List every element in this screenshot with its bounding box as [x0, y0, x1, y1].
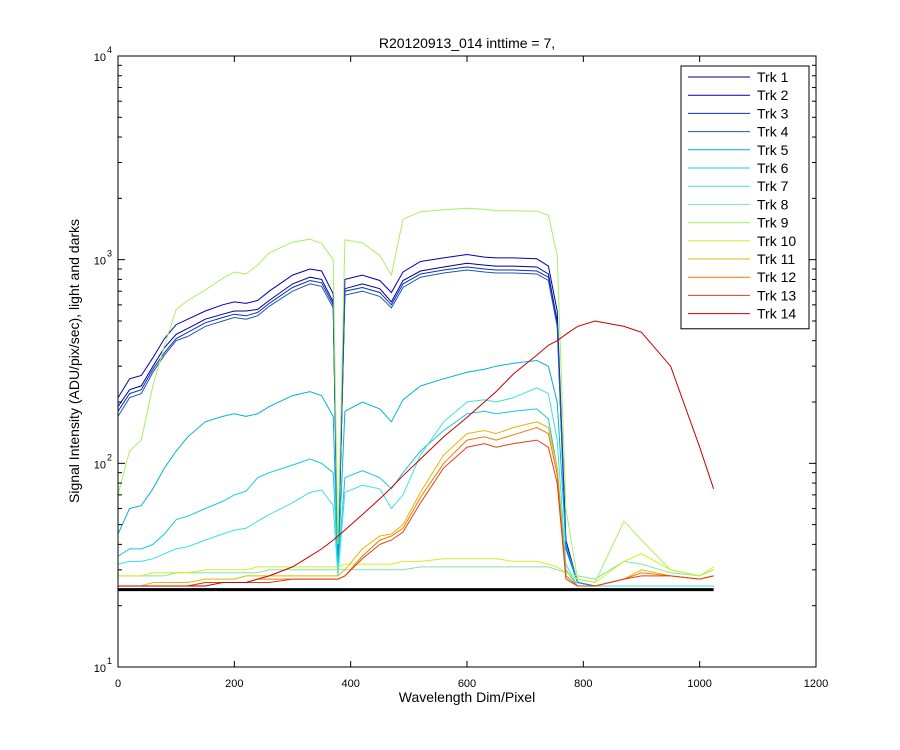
series-line-trk-9: [117, 207, 714, 584]
x-tick-label: 600: [458, 678, 476, 690]
series-line-trk-6: [117, 408, 714, 587]
y-tick-label: 10: [94, 663, 106, 675]
x-tick-label: 0: [115, 678, 121, 690]
x-axis-label: Wavelength Dim/Pixel: [399, 689, 535, 705]
x-axis: 0 200 400 600 800 1000 1200: [115, 56, 828, 690]
legend-label: Trk 10: [757, 233, 796, 249]
y-tick-exponent: 1: [107, 656, 112, 666]
legend-label: Trk 2: [757, 87, 789, 103]
legend-label: Trk 1: [757, 69, 789, 85]
series-line-trk-10: [118, 553, 714, 584]
legend-label: Trk 13: [757, 287, 796, 303]
y-tick-label: 10: [94, 52, 106, 64]
legend-label: Trk 5: [757, 142, 789, 158]
x-tick-label: 1000: [687, 678, 711, 690]
legend-box: [680, 65, 810, 330]
series-line-trk-8: [118, 560, 714, 580]
y-tick-label: 10: [94, 256, 106, 268]
series-line-trk-14: [118, 320, 715, 587]
series-line-trk-2: [117, 253, 714, 587]
x-tick-label: 200: [225, 678, 243, 690]
data-layer: [117, 207, 715, 592]
chart-title: R20120913_014 inttime = 7,: [379, 35, 555, 51]
x-tick-label: 800: [574, 678, 592, 690]
legend-label: Trk 7: [757, 178, 789, 194]
x-tick-label: 400: [341, 678, 359, 690]
y-tick-exponent: 4: [107, 45, 112, 55]
series-line-trk-7: [117, 387, 714, 587]
legend-label: Trk 8: [757, 196, 789, 212]
y-tick-label: 10: [94, 459, 106, 471]
legend: Trk 1 Trk 2 Trk 3 Trk 4 Trk 5 Trk 6 Trk 7 Trk 8…: [680, 65, 810, 330]
y-tick-exponent: 2: [107, 452, 112, 462]
y-tick-exponent: 3: [107, 249, 112, 259]
series-line-trk-13: [118, 439, 714, 587]
legend-label: Trk 9: [757, 215, 789, 231]
legend-label: Trk 6: [757, 160, 789, 176]
legend-label: Trk 3: [757, 105, 789, 121]
x-tick-label: 1200: [804, 678, 828, 690]
series-line-trk-4: [117, 269, 714, 587]
legend-label: Trk 11: [757, 251, 795, 267]
legend-label: Trk 14: [757, 306, 796, 322]
series-line-trk-5: [117, 359, 714, 587]
y-axis-label: Signal Intensity (ADU/pix/sec), light an…: [66, 219, 82, 503]
legend-label: Trk 12: [757, 269, 796, 285]
legend-label: Trk 4: [757, 124, 789, 140]
